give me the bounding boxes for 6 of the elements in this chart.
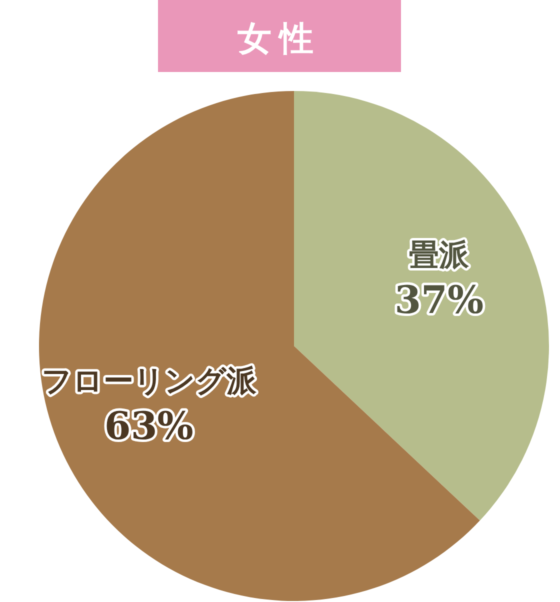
slice-label: 畳派 [409, 238, 470, 274]
data-label: 63% [104, 402, 194, 448]
slice-label: フローリング派 [41, 364, 258, 399]
pie-slice [294, 91, 549, 521]
data-label: 37% [394, 277, 484, 322]
chart-title: 女性 [236, 19, 322, 59]
